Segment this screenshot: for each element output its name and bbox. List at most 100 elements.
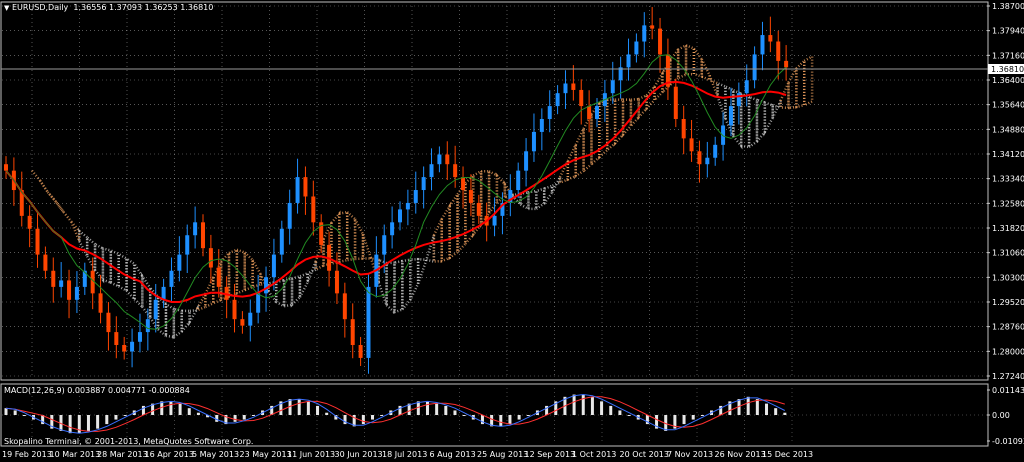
time-tick-label: 10 Mar 2013 xyxy=(50,450,101,459)
macd-bar xyxy=(22,415,26,416)
candle-body xyxy=(736,93,741,107)
macd-bar xyxy=(68,415,72,434)
macd-bar xyxy=(50,415,54,429)
candle-body xyxy=(122,345,127,352)
candle-body xyxy=(35,228,40,255)
candle-body xyxy=(153,299,158,320)
time-tick-label: 12 Sep 2013 xyxy=(525,450,576,459)
time-tick-label: 18 Jul 2013 xyxy=(382,450,427,459)
candle-body xyxy=(98,293,103,313)
candle-body xyxy=(681,119,686,139)
candle-body xyxy=(618,67,623,81)
candle-body xyxy=(271,254,276,278)
price-tick-label: 1.38700 xyxy=(992,2,1024,11)
candle-body xyxy=(248,312,253,326)
cloud-segment xyxy=(369,257,380,283)
candle-body xyxy=(51,270,56,287)
macd-bar xyxy=(746,396,750,415)
macd-label: MACD(12,26,9) 0.003887 0.004771 -0.00088… xyxy=(4,386,190,395)
candle-body xyxy=(461,177,466,191)
macd-bar xyxy=(325,412,329,415)
candle-body xyxy=(177,254,182,271)
macd-bar xyxy=(334,415,338,420)
candle-body xyxy=(232,299,237,320)
macd-bar xyxy=(700,415,704,416)
cloud-segment xyxy=(566,144,577,182)
candle-body xyxy=(626,54,631,68)
macd-bar xyxy=(206,415,210,418)
cloud-segment xyxy=(692,44,704,79)
candle-body xyxy=(445,154,450,165)
macd-bar xyxy=(600,401,604,415)
time-tick-label: 7 Nov 2013 xyxy=(667,450,713,459)
candle-body xyxy=(508,190,513,203)
candle-body xyxy=(610,80,615,94)
candle-body xyxy=(437,154,442,165)
candle-body xyxy=(350,319,355,346)
macd-bar xyxy=(242,415,246,420)
candle-body xyxy=(82,270,87,287)
cloud-segment xyxy=(495,172,507,205)
cloud-segment xyxy=(669,45,680,88)
macd-bar xyxy=(215,415,219,422)
candle-body xyxy=(760,35,765,55)
candle-body xyxy=(137,332,142,342)
time-tick-label: 25 Aug 2013 xyxy=(477,450,528,459)
macd-tick-label: 0.011434 xyxy=(992,386,1024,395)
price-tick-label: 1.27240 xyxy=(992,372,1024,381)
macd-bar xyxy=(526,415,530,416)
price-tick-label: 1.28760 xyxy=(992,323,1024,332)
cloud-segment xyxy=(164,302,176,339)
macd-bar xyxy=(352,415,356,427)
macd-bar xyxy=(682,415,686,425)
candle-body xyxy=(74,286,79,300)
candle-body xyxy=(43,254,48,271)
macd-signal-line xyxy=(5,396,785,432)
macd-bar xyxy=(86,415,90,431)
macd-bar xyxy=(765,403,769,415)
cloud-segment xyxy=(598,97,609,160)
candle-body xyxy=(398,209,402,223)
macd-bar xyxy=(361,415,365,425)
macd-bar xyxy=(224,415,228,425)
time-tick-label: 28 Mar 2013 xyxy=(97,450,148,459)
macd-bar xyxy=(508,415,512,425)
macd-bar xyxy=(41,415,45,425)
cloud-segment xyxy=(448,190,459,261)
candle-body xyxy=(161,286,166,300)
candle-body xyxy=(382,235,387,255)
candle-body xyxy=(563,83,568,94)
cloud-segment xyxy=(393,259,404,314)
candle-body xyxy=(468,190,473,203)
candle-body xyxy=(571,83,576,90)
macd-bar xyxy=(416,401,420,415)
candle-body xyxy=(342,293,347,320)
current-price-label: 1.36810 xyxy=(991,65,1024,74)
price-panel-frame xyxy=(0,1,989,381)
cloud-segment xyxy=(747,95,759,150)
price-tick-label: 1.36400 xyxy=(992,76,1024,85)
time-tick-label: 26 Nov 2013 xyxy=(715,450,766,459)
cloud-segment xyxy=(156,293,168,339)
macd-histogram xyxy=(4,393,787,434)
macd-bar xyxy=(13,410,17,415)
price-tick-label: 1.35640 xyxy=(992,101,1024,110)
candle-body xyxy=(531,131,536,152)
macd-bar xyxy=(251,415,255,416)
ma-short-line xyxy=(5,54,787,330)
candle-body xyxy=(405,202,410,210)
macd-bar xyxy=(141,405,145,415)
time-tick-label: 11 Jun 2013 xyxy=(287,450,335,459)
candle-body xyxy=(476,202,481,216)
cloud-segment xyxy=(235,248,247,296)
macd-bar xyxy=(609,405,613,415)
price-tick-label: 1.32580 xyxy=(992,199,1024,208)
candle-body xyxy=(311,196,316,223)
cloud-segment xyxy=(535,186,546,212)
macd-bar xyxy=(737,399,741,415)
triangle-down-icon: ▼ xyxy=(4,4,10,12)
cloud-segment xyxy=(708,74,719,97)
macd-bar xyxy=(774,408,778,415)
